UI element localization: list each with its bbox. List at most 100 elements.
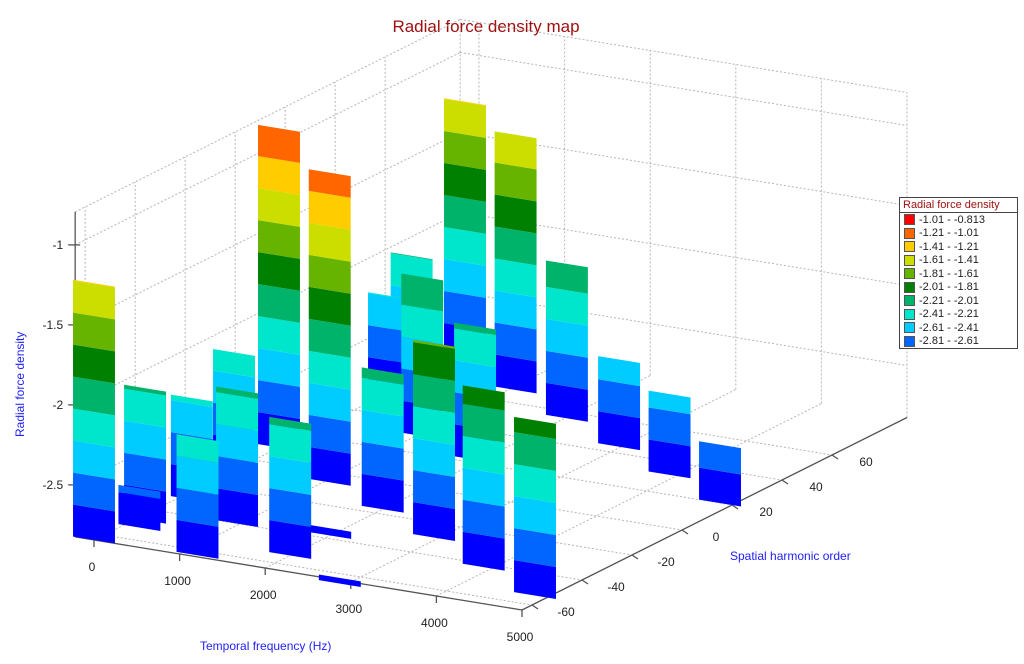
bar-band bbox=[514, 432, 556, 471]
bar-band bbox=[73, 279, 115, 288]
bar-band bbox=[444, 99, 486, 138]
legend-item: -1.61 - -1.41 bbox=[900, 254, 1017, 268]
bar-band bbox=[494, 162, 537, 202]
bar-band bbox=[124, 420, 167, 460]
bar-band bbox=[454, 328, 497, 368]
legend-swatch bbox=[904, 335, 915, 347]
bar-band bbox=[118, 484, 161, 499]
bar-band bbox=[258, 156, 300, 195]
bar-band bbox=[308, 414, 351, 454]
bar-band bbox=[308, 254, 351, 294]
floor-grid-line bbox=[385, 381, 833, 456]
wall-grid-line bbox=[460, 131, 908, 206]
wall-grid-line bbox=[460, 211, 908, 286]
legend-item: -1.21 - -1.01 bbox=[900, 227, 1017, 241]
bar-band bbox=[124, 452, 167, 492]
legend-item: -1.41 - -1.21 bbox=[900, 240, 1017, 254]
bar-band bbox=[413, 470, 455, 509]
floor-grid-line bbox=[135, 506, 583, 581]
bar bbox=[699, 441, 741, 507]
bar-band bbox=[308, 169, 351, 198]
bar-band bbox=[308, 222, 351, 262]
legend-swatch bbox=[904, 214, 915, 226]
bar-band bbox=[176, 487, 219, 527]
bar-band bbox=[258, 316, 300, 355]
bar-band bbox=[318, 574, 361, 587]
bar-band bbox=[390, 252, 433, 261]
bar-band bbox=[73, 344, 115, 384]
bar bbox=[216, 386, 259, 528]
bar-band bbox=[258, 348, 300, 387]
z-tick-label: -1.5 bbox=[42, 318, 63, 332]
bar-band bbox=[73, 376, 115, 416]
bar-band bbox=[462, 467, 505, 507]
legend-swatch bbox=[904, 241, 915, 253]
legend-swatch bbox=[904, 227, 915, 239]
wall-grid-line bbox=[460, 51, 908, 126]
bar-band bbox=[462, 531, 505, 571]
bar-band bbox=[269, 416, 312, 431]
legend-swatch bbox=[904, 295, 915, 307]
bar-band bbox=[401, 304, 444, 344]
floor-grid-line bbox=[235, 456, 683, 531]
bar bbox=[444, 98, 486, 362]
bar-band bbox=[73, 280, 115, 320]
frame-line bbox=[460, 18, 908, 93]
bar-band bbox=[73, 440, 115, 480]
x-tick-label: 4000 bbox=[421, 616, 448, 630]
bar-band bbox=[545, 260, 588, 294]
bar-band bbox=[73, 472, 115, 512]
bar-band bbox=[598, 379, 641, 419]
y-tick bbox=[731, 504, 739, 510]
bar bbox=[413, 339, 455, 541]
bar-band bbox=[368, 293, 410, 332]
legend-label: -1.01 - -0.813 bbox=[919, 213, 986, 226]
bar-band bbox=[170, 400, 213, 440]
y-tick bbox=[531, 604, 539, 610]
bar-band bbox=[401, 273, 444, 312]
y-tick bbox=[781, 479, 789, 485]
x-tick-label: 5000 bbox=[507, 630, 534, 644]
bar-band bbox=[413, 374, 455, 413]
bar-band bbox=[361, 367, 404, 385]
bar-band bbox=[514, 496, 556, 535]
bar bbox=[648, 390, 691, 479]
bars bbox=[73, 98, 741, 599]
bar-band bbox=[368, 325, 410, 364]
legend-swatch bbox=[904, 254, 915, 266]
legend: Radial force density -1.01 - -0.813 -1.21… bbox=[899, 197, 1018, 349]
y-tick bbox=[581, 579, 589, 585]
y-tick-label: -60 bbox=[557, 605, 575, 619]
legend-label: -2.01 - -1.81 bbox=[919, 281, 979, 294]
wall-grid-line bbox=[460, 291, 908, 366]
legend-label: -2.81 - -2.61 bbox=[919, 335, 979, 348]
bar-band bbox=[73, 312, 115, 352]
z-tick-label: -2.5 bbox=[42, 478, 63, 492]
y-tick bbox=[831, 454, 839, 460]
bar-band bbox=[462, 499, 505, 539]
legend-item: -2.21 - -2.01 bbox=[900, 294, 1017, 308]
bar-band bbox=[73, 408, 115, 448]
legend-item: -2.61 - -2.41 bbox=[900, 321, 1017, 335]
bar-band bbox=[361, 409, 404, 449]
bar-band bbox=[413, 339, 455, 349]
z-tick-label: -2 bbox=[52, 398, 63, 412]
bar-band bbox=[444, 163, 486, 202]
bar-band bbox=[413, 406, 455, 445]
bar-band bbox=[258, 380, 300, 419]
y-tick-label: 0 bbox=[713, 530, 720, 544]
bar-band bbox=[308, 286, 351, 326]
legend-label: -1.21 - -1.01 bbox=[919, 227, 979, 240]
bar-band bbox=[494, 226, 537, 266]
bar-band bbox=[308, 318, 351, 358]
bar-band bbox=[494, 290, 537, 330]
bar-band bbox=[361, 377, 404, 417]
bar-band bbox=[216, 488, 259, 528]
bar-band bbox=[545, 350, 588, 390]
bar-band bbox=[462, 385, 505, 411]
bar-band bbox=[216, 424, 259, 464]
bar-band bbox=[598, 411, 641, 451]
bar-band bbox=[514, 416, 556, 439]
bar-band bbox=[176, 519, 219, 559]
